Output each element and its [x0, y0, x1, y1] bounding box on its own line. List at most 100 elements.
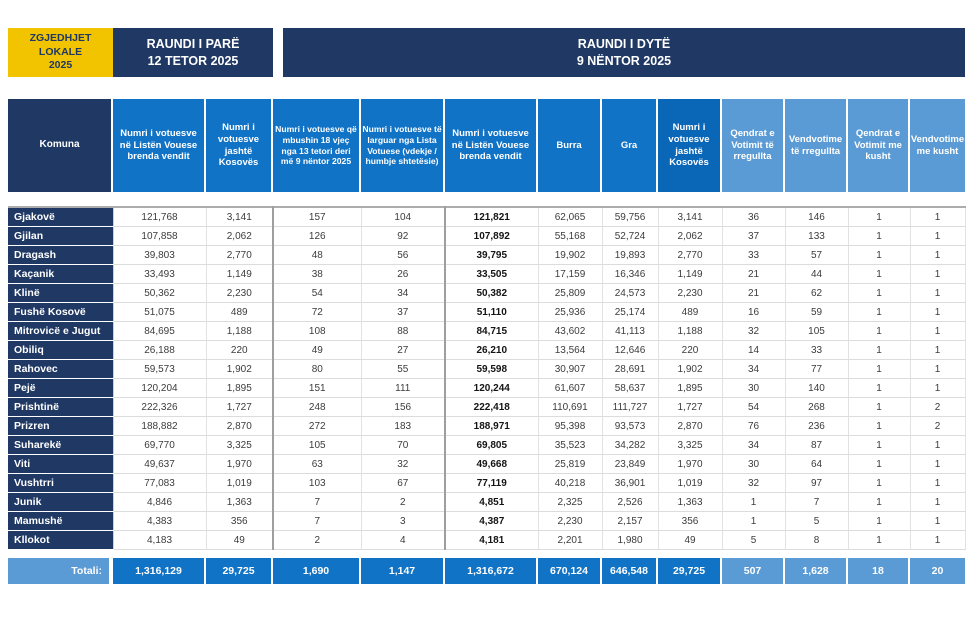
value-cell: 37	[722, 226, 786, 246]
value-cell: 59,598	[445, 359, 539, 379]
value-cell: 1	[848, 340, 911, 360]
value-cell: 51,110	[445, 302, 539, 322]
value-cell: 5	[722, 530, 786, 550]
value-cell: 110,691	[538, 397, 603, 417]
total-value-cell: 20	[910, 558, 965, 584]
value-cell: 4,387	[445, 511, 539, 531]
value-cell: 69,805	[445, 435, 539, 455]
value-cell: 77,119	[445, 473, 539, 493]
value-cell: 95,398	[538, 416, 603, 436]
value-cell: 157	[273, 207, 362, 227]
value-cell: 26,210	[445, 340, 539, 360]
value-cell: 2,870	[658, 416, 723, 436]
table-row: Obiliq 26,188 220 49 27 26,210 13,564 12,646 220…	[8, 340, 966, 360]
column-header: Numri i votuesve jashtë Kosovës	[658, 99, 722, 192]
value-cell: 4	[361, 530, 446, 550]
value-cell: 32	[722, 321, 786, 341]
value-cell: 34	[722, 435, 786, 455]
value-cell: 105	[785, 321, 849, 341]
total-value-cell: 507	[722, 558, 785, 584]
total-value-cell: 1,147	[361, 558, 445, 584]
total-value-cell: 1,690	[273, 558, 361, 584]
value-cell: 25,819	[538, 454, 603, 474]
municipality-label: Suharekë	[8, 435, 114, 455]
value-cell: 63	[273, 454, 362, 474]
value-cell: 55,168	[538, 226, 603, 246]
value-cell: 107,892	[445, 226, 539, 246]
value-cell: 33,505	[445, 264, 539, 284]
value-cell: 36,901	[602, 473, 659, 493]
value-cell: 59,573	[113, 359, 207, 379]
value-cell: 44	[785, 264, 849, 284]
value-cell: 107,858	[113, 226, 207, 246]
value-cell: 59,756	[602, 207, 659, 227]
value-cell: 93,573	[602, 416, 659, 436]
table-row: Vushtrri 77,083 1,019 103 67 77,119 40,218 36,9…	[8, 473, 966, 493]
value-cell: 104	[361, 207, 446, 227]
value-cell: 1	[910, 245, 966, 265]
municipality-label: Rahovec	[8, 359, 114, 379]
value-cell: 4,383	[113, 511, 207, 531]
column-header-komuna: Komuna	[8, 99, 113, 192]
value-cell: 62	[785, 283, 849, 303]
value-cell: 188,882	[113, 416, 207, 436]
value-cell: 1	[848, 226, 911, 246]
value-cell: 1	[910, 492, 966, 512]
value-cell: 1,363	[658, 492, 723, 512]
value-cell: 2	[910, 397, 966, 417]
value-cell: 87	[785, 435, 849, 455]
value-cell: 1	[910, 359, 966, 379]
value-cell: 1,149	[658, 264, 723, 284]
banner-gap	[273, 28, 283, 77]
value-cell: 140	[785, 378, 849, 398]
value-cell: 36	[722, 207, 786, 227]
value-cell: 146	[785, 207, 849, 227]
value-cell: 34	[361, 283, 446, 303]
report-content: ZGJEDHJET LOKALE 2025 RAUNDI I PARË 12 T…	[8, 28, 966, 584]
value-cell: 1	[848, 283, 911, 303]
municipality-label: Gjakovë	[8, 207, 114, 227]
value-cell: 58,637	[602, 378, 659, 398]
total-value-cell: 29,725	[206, 558, 273, 584]
value-cell: 50,382	[445, 283, 539, 303]
value-cell: 67	[361, 473, 446, 493]
municipality-label: Viti	[8, 454, 114, 474]
value-cell: 54	[722, 397, 786, 417]
value-cell: 1	[910, 264, 966, 284]
value-cell: 3,141	[206, 207, 274, 227]
table-row: Suharekë 69,770 3,325 105 70 69,805 35,523 34,2…	[8, 435, 966, 455]
value-cell: 38	[273, 264, 362, 284]
value-cell: 1	[848, 416, 911, 436]
table-row: Prizren 188,882 2,870 272 183 188,971 95,398 93…	[8, 416, 966, 436]
value-cell: 34	[722, 359, 786, 379]
value-cell: 1	[910, 207, 966, 227]
value-cell: 2,230	[538, 511, 603, 531]
value-cell: 2,062	[206, 226, 274, 246]
value-cell: 1	[722, 492, 786, 512]
value-cell: 30,907	[538, 359, 603, 379]
value-cell: 108	[273, 321, 362, 341]
table-row: Klinë 50,362 2,230 54 34 50,382 25,809 24,573 2,…	[8, 283, 966, 303]
value-cell: 103	[273, 473, 362, 493]
value-cell: 1,895	[206, 378, 274, 398]
table-row: Mitrovicë e Jugut 84,695 1,188 108 88 84,715 4…	[8, 321, 966, 341]
municipality-label: Mamushë	[8, 511, 114, 531]
value-cell: 30	[722, 454, 786, 474]
value-cell: 51,075	[113, 302, 207, 322]
round-one-banner: RAUNDI I PARË 12 TETOR 2025	[113, 28, 273, 77]
value-cell: 49	[206, 530, 274, 550]
value-cell: 3,325	[658, 435, 723, 455]
column-header: Vendvotime të rregullta	[785, 99, 848, 192]
value-cell: 1	[910, 302, 966, 322]
value-cell: 1	[848, 454, 911, 474]
value-cell: 33	[722, 245, 786, 265]
value-cell: 248	[273, 397, 362, 417]
value-cell: 121,768	[113, 207, 207, 227]
value-cell: 1,727	[658, 397, 723, 417]
value-cell: 21	[722, 264, 786, 284]
value-cell: 1,895	[658, 378, 723, 398]
municipality-label: Kllokot	[8, 530, 114, 550]
value-cell: 183	[361, 416, 446, 436]
total-value-cell: 646,548	[602, 558, 658, 584]
value-cell: 111,727	[602, 397, 659, 417]
